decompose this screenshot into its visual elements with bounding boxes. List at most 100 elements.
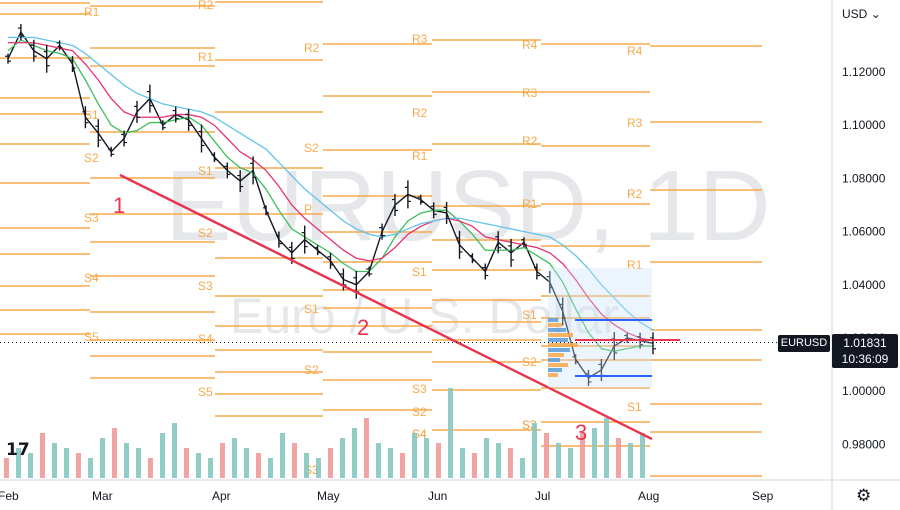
x-tick-label: Aug — [638, 489, 659, 503]
x-tick-label: Sep — [752, 489, 774, 503]
volume-bar — [64, 448, 69, 478]
volume-bar — [136, 448, 141, 478]
x-tick-label: Jun — [428, 489, 447, 503]
volume-profile-bar — [548, 348, 570, 352]
volume-bar — [592, 428, 597, 478]
volume-bar — [196, 453, 201, 478]
volume-bar — [496, 443, 501, 478]
volume-profile-bar — [548, 358, 560, 362]
pivot-label: R4 — [627, 44, 643, 58]
volume-bar — [268, 458, 273, 478]
volume-bar — [508, 448, 513, 478]
pivot-label: S2 — [304, 141, 319, 155]
pivot-label: S1 — [522, 308, 537, 322]
y-tick-label: 1.04000 — [842, 278, 886, 292]
volume-bar — [172, 423, 177, 478]
currency-selector[interactable]: USD ⌄ — [842, 7, 881, 21]
tradingview-logo-icon[interactable]: 17 — [6, 440, 30, 460]
volume-bar — [640, 433, 645, 478]
volume-profile-bar — [548, 328, 566, 332]
volume-bar — [292, 443, 297, 478]
volume-bar — [616, 438, 621, 478]
wave-label: 2 — [357, 315, 369, 340]
volume-profile-bar — [548, 323, 562, 327]
moving-average-line — [8, 36, 654, 331]
pivot-label: R1 — [522, 197, 538, 211]
y-tick-label: 1.00000 — [842, 384, 886, 398]
y-tick-label: 0.98000 — [842, 437, 886, 451]
volume-bar — [628, 443, 633, 478]
volume-bar — [448, 388, 453, 478]
pivot-label: S1 — [84, 108, 99, 122]
pivot-label: S1 — [627, 400, 642, 414]
volume-bar — [112, 428, 117, 478]
volume-bar — [256, 453, 261, 478]
volume-bar — [88, 458, 93, 478]
volume-bar — [580, 433, 585, 478]
symbol-price-label: EURUSD — [778, 335, 830, 352]
volume-profile-bar — [548, 373, 558, 377]
volume-bar — [220, 443, 225, 478]
volume-profile-bar — [548, 318, 558, 322]
pivot-label: S3 — [84, 211, 99, 225]
pivot-label: R2 — [412, 106, 428, 120]
moving-average-line — [8, 42, 654, 342]
volume-bar — [400, 453, 405, 478]
volume-bar — [388, 448, 393, 478]
volume-bar — [160, 433, 165, 478]
volume-bar — [352, 428, 357, 478]
pivot-label: S5 — [198, 385, 213, 399]
pivot-label: S2 — [412, 405, 427, 419]
pivot-label: S3 — [412, 382, 427, 396]
volume-bar — [28, 453, 33, 478]
x-tick-label: Mar — [92, 489, 113, 503]
pivot-label: P — [304, 202, 312, 216]
volume-profile-bar — [548, 338, 568, 342]
wave-label: 3 — [575, 420, 587, 445]
pivot-label: R1 — [627, 258, 643, 272]
x-tick-label: Apr — [212, 489, 231, 503]
pivot-label: R3 — [522, 86, 538, 100]
volume-bar — [532, 423, 537, 478]
volume-bar — [520, 458, 525, 478]
volume-bar — [208, 458, 213, 478]
pivot-label: R3 — [627, 116, 643, 130]
pivot-label: R2 — [627, 187, 643, 201]
volume-bar — [4, 458, 9, 478]
pivot-label: S5 — [84, 330, 99, 344]
x-tick-label: Jul — [535, 489, 550, 503]
volume-bar — [100, 438, 105, 478]
pivot-label: S3 — [198, 279, 213, 293]
trend-line — [119, 173, 653, 441]
pivot-label: S1 — [198, 164, 213, 178]
settings-gear-icon[interactable]: ⚙ — [856, 486, 872, 506]
x-tick-label: Feb — [0, 489, 19, 503]
volume-profile-bar — [548, 363, 568, 367]
pivot-label: R1 — [198, 50, 214, 64]
pivot-label: R1 — [412, 149, 428, 163]
volume-bar — [568, 448, 573, 478]
bar-countdown: 10:36:09 — [841, 352, 889, 366]
pivot-label: S2 — [198, 226, 213, 240]
volume-profile-bar — [548, 343, 578, 347]
volume-bar — [40, 433, 45, 478]
pivot-label: S1 — [412, 265, 427, 279]
wave-label: 1 — [113, 193, 125, 218]
pivot-label: R4 — [522, 38, 538, 52]
volume-profile-bar — [548, 353, 564, 357]
volume-bar — [184, 448, 189, 478]
volume-bar — [16, 448, 21, 478]
volume-bar — [556, 443, 561, 478]
pivot-label: S2 — [84, 151, 99, 165]
pivot-label: R2 — [198, 0, 214, 12]
volume-bar — [364, 418, 369, 478]
pivot-label: S4 — [198, 332, 213, 346]
pivot-label: S1 — [304, 302, 319, 316]
volume-bar — [424, 438, 429, 478]
pivot-label: S4 — [84, 271, 99, 285]
volume-bar — [472, 453, 477, 478]
pivot-label: R2 — [304, 41, 320, 55]
y-tick-label: 1.08000 — [842, 171, 886, 185]
y-tick-label: 1.12000 — [842, 65, 886, 79]
